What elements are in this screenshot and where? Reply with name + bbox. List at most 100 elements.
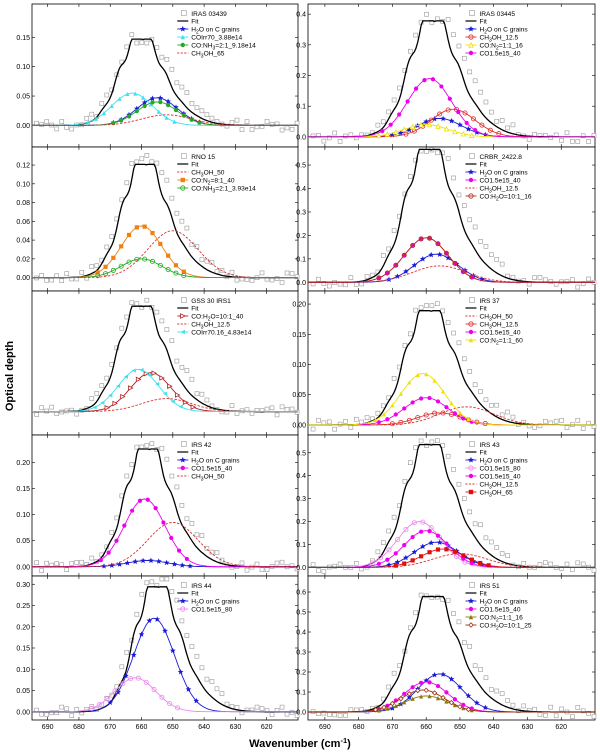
chart-panel: 690 680 670 660 650 640 630 620 0.00 0.05 0.10 0.15… [16,575,300,731]
y-tick-label: 0.10 [16,181,30,188]
series-marker [428,539,435,546]
data-point [445,453,451,459]
data-point [445,155,451,161]
observed-data [34,153,300,285]
series-marker [448,676,455,682]
y-tick-label: 0.00 [16,709,30,716]
plot-frame [307,290,596,436]
data-point [179,503,185,508]
series-marker [410,242,416,248]
series-marker [180,34,185,40]
data-point [179,84,185,90]
legend-entry: CH3OH_12.5 [479,482,518,491]
data-point [343,713,348,718]
data-point [575,284,581,290]
data-point [391,670,397,676]
legend-symbol [180,582,187,588]
data-point [119,325,125,331]
data-point [456,43,462,49]
series-marker [444,405,449,410]
series-marker [172,119,177,124]
series-marker [440,671,446,677]
series-marker [185,686,192,692]
x-tick-label: 640 [488,724,500,731]
series-marker [190,404,197,410]
data-point [164,57,170,62]
series-marker [468,34,474,40]
series-marker [419,256,426,262]
data-point [264,567,270,573]
legend-symbol [180,153,187,159]
data-point [391,97,397,103]
series-marker [389,700,396,707]
series-marker [420,519,426,525]
series-marker [403,554,409,561]
series-marker [468,321,474,327]
legend-entry: CO:H2O=10:1_40 [191,314,243,323]
data-point [510,702,516,708]
series-marker [118,263,124,269]
x-tick-label: 640 [198,724,210,731]
data-point [580,281,586,286]
data-point [429,303,435,309]
data-point [570,567,575,572]
legend-entry: Fit [191,591,198,598]
data-point [494,688,500,694]
data-point [279,704,285,710]
data-point [144,153,150,158]
data-point [348,275,354,280]
series-line [32,258,298,279]
series-marker [468,50,474,56]
y-tick-label: 0.20 [16,460,30,467]
series-marker [444,690,449,695]
series-marker [428,251,435,258]
data-point [284,125,290,131]
data-point [548,561,554,567]
data-point [543,713,548,718]
series-marker [385,706,390,711]
legend-entry: CO:H2O=10:1_25 [479,623,531,632]
series-marker [461,556,466,561]
data-point [326,283,332,289]
data-point [189,644,195,649]
y-tick-label: 0.10 [16,667,30,674]
data-point [380,403,386,409]
data-point [316,417,321,423]
data-point [472,382,478,388]
data-point [408,331,413,337]
data-point [435,150,440,156]
data-point [553,713,559,719]
y-axis-label: Optical depth [4,341,16,412]
series-ch3oh-65 [308,547,595,568]
series-marker [372,707,379,713]
series-marker [432,410,438,416]
series-marker [120,681,126,687]
data-point [269,712,275,718]
plot-frame [307,146,596,292]
series-marker [173,263,179,268]
series-marker [103,271,109,277]
series-marker [436,251,443,257]
legend-entry: CH3OH_12.5 [479,186,518,195]
x-tick-label: 690 [319,724,331,731]
plot-frame [31,434,299,577]
data-point [532,425,537,430]
data-point [49,277,55,283]
series-marker [411,520,417,526]
data-point [284,711,290,717]
x-tick-label: 680 [73,724,85,731]
series-marker [468,329,474,335]
data-point [532,132,537,137]
data-point [209,679,215,684]
series-marker [465,706,472,713]
data-point [445,320,451,325]
data-point [380,119,386,125]
data-point [109,692,115,698]
series-marker [431,690,438,696]
data-point [94,263,100,268]
data-point [337,421,343,427]
series-marker [427,550,432,555]
data-point [418,592,424,598]
series-marker [398,130,404,136]
